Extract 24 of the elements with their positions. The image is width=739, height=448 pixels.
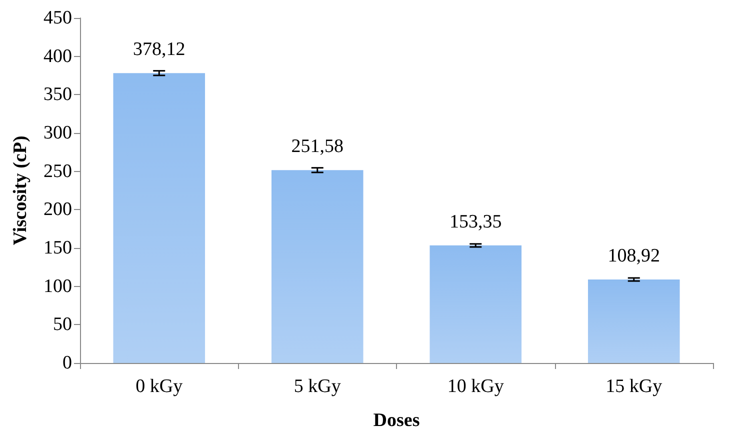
- y-tick-label: 200: [44, 199, 72, 220]
- y-tick-label: 450: [44, 8, 72, 28]
- y-tick-label: 150: [44, 238, 72, 258]
- bar: [271, 170, 364, 363]
- x-tick-label: 5 kGy: [294, 376, 342, 397]
- y-tick-label: 400: [44, 46, 72, 67]
- bar: [430, 245, 522, 363]
- data-label: 251,58: [291, 136, 344, 158]
- data-label: 378,12: [133, 39, 186, 60]
- y-tick-label: 250: [44, 160, 72, 182]
- x-tick-label: 15 kGy: [606, 376, 663, 397]
- y-tick-label: 300: [44, 122, 72, 144]
- y-tick-label: 100: [44, 276, 72, 297]
- data-label: 108,92: [608, 245, 660, 266]
- x-tick-label: 0 kGy: [136, 376, 184, 397]
- x-tick-label: 10 kGy: [447, 376, 504, 397]
- data-label: 153,35: [450, 211, 502, 232]
- y-tick-label: 50: [53, 314, 72, 336]
- bar: [113, 73, 206, 363]
- y-tick-label: 350: [44, 84, 72, 106]
- bar: [588, 279, 680, 363]
- y-axis-title: Viscosity (cP): [10, 136, 31, 246]
- y-tick-label: 0: [62, 352, 72, 374]
- x-axis-title: Doses: [373, 410, 420, 431]
